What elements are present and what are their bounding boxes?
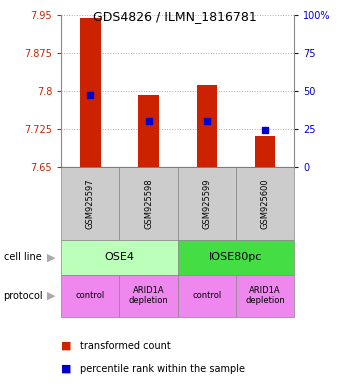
Text: OSE4: OSE4 bbox=[104, 252, 134, 262]
Text: GSM925600: GSM925600 bbox=[260, 178, 270, 229]
Text: ARID1A
depletion: ARID1A depletion bbox=[245, 286, 285, 305]
Text: percentile rank within the sample: percentile rank within the sample bbox=[80, 364, 245, 374]
Text: ■: ■ bbox=[61, 364, 72, 374]
Text: ARID1A
depletion: ARID1A depletion bbox=[129, 286, 168, 305]
Text: IOSE80pc: IOSE80pc bbox=[209, 252, 262, 262]
Text: transformed count: transformed count bbox=[80, 341, 171, 351]
Text: protocol: protocol bbox=[4, 291, 43, 301]
Text: GSM925599: GSM925599 bbox=[202, 178, 211, 229]
Text: control: control bbox=[192, 291, 221, 300]
Bar bbox=[138, 95, 159, 167]
Bar bbox=[255, 136, 275, 167]
Text: GSM925597: GSM925597 bbox=[86, 178, 95, 229]
Text: cell line: cell line bbox=[4, 252, 41, 262]
Text: GSM925598: GSM925598 bbox=[144, 178, 153, 229]
Text: ▶: ▶ bbox=[47, 291, 55, 301]
Bar bbox=[80, 18, 100, 167]
Text: GDS4826 / ILMN_1816781: GDS4826 / ILMN_1816781 bbox=[93, 10, 257, 23]
Bar bbox=[197, 84, 217, 167]
Text: control: control bbox=[76, 291, 105, 300]
Text: ■: ■ bbox=[61, 341, 72, 351]
Text: ▶: ▶ bbox=[47, 252, 55, 262]
